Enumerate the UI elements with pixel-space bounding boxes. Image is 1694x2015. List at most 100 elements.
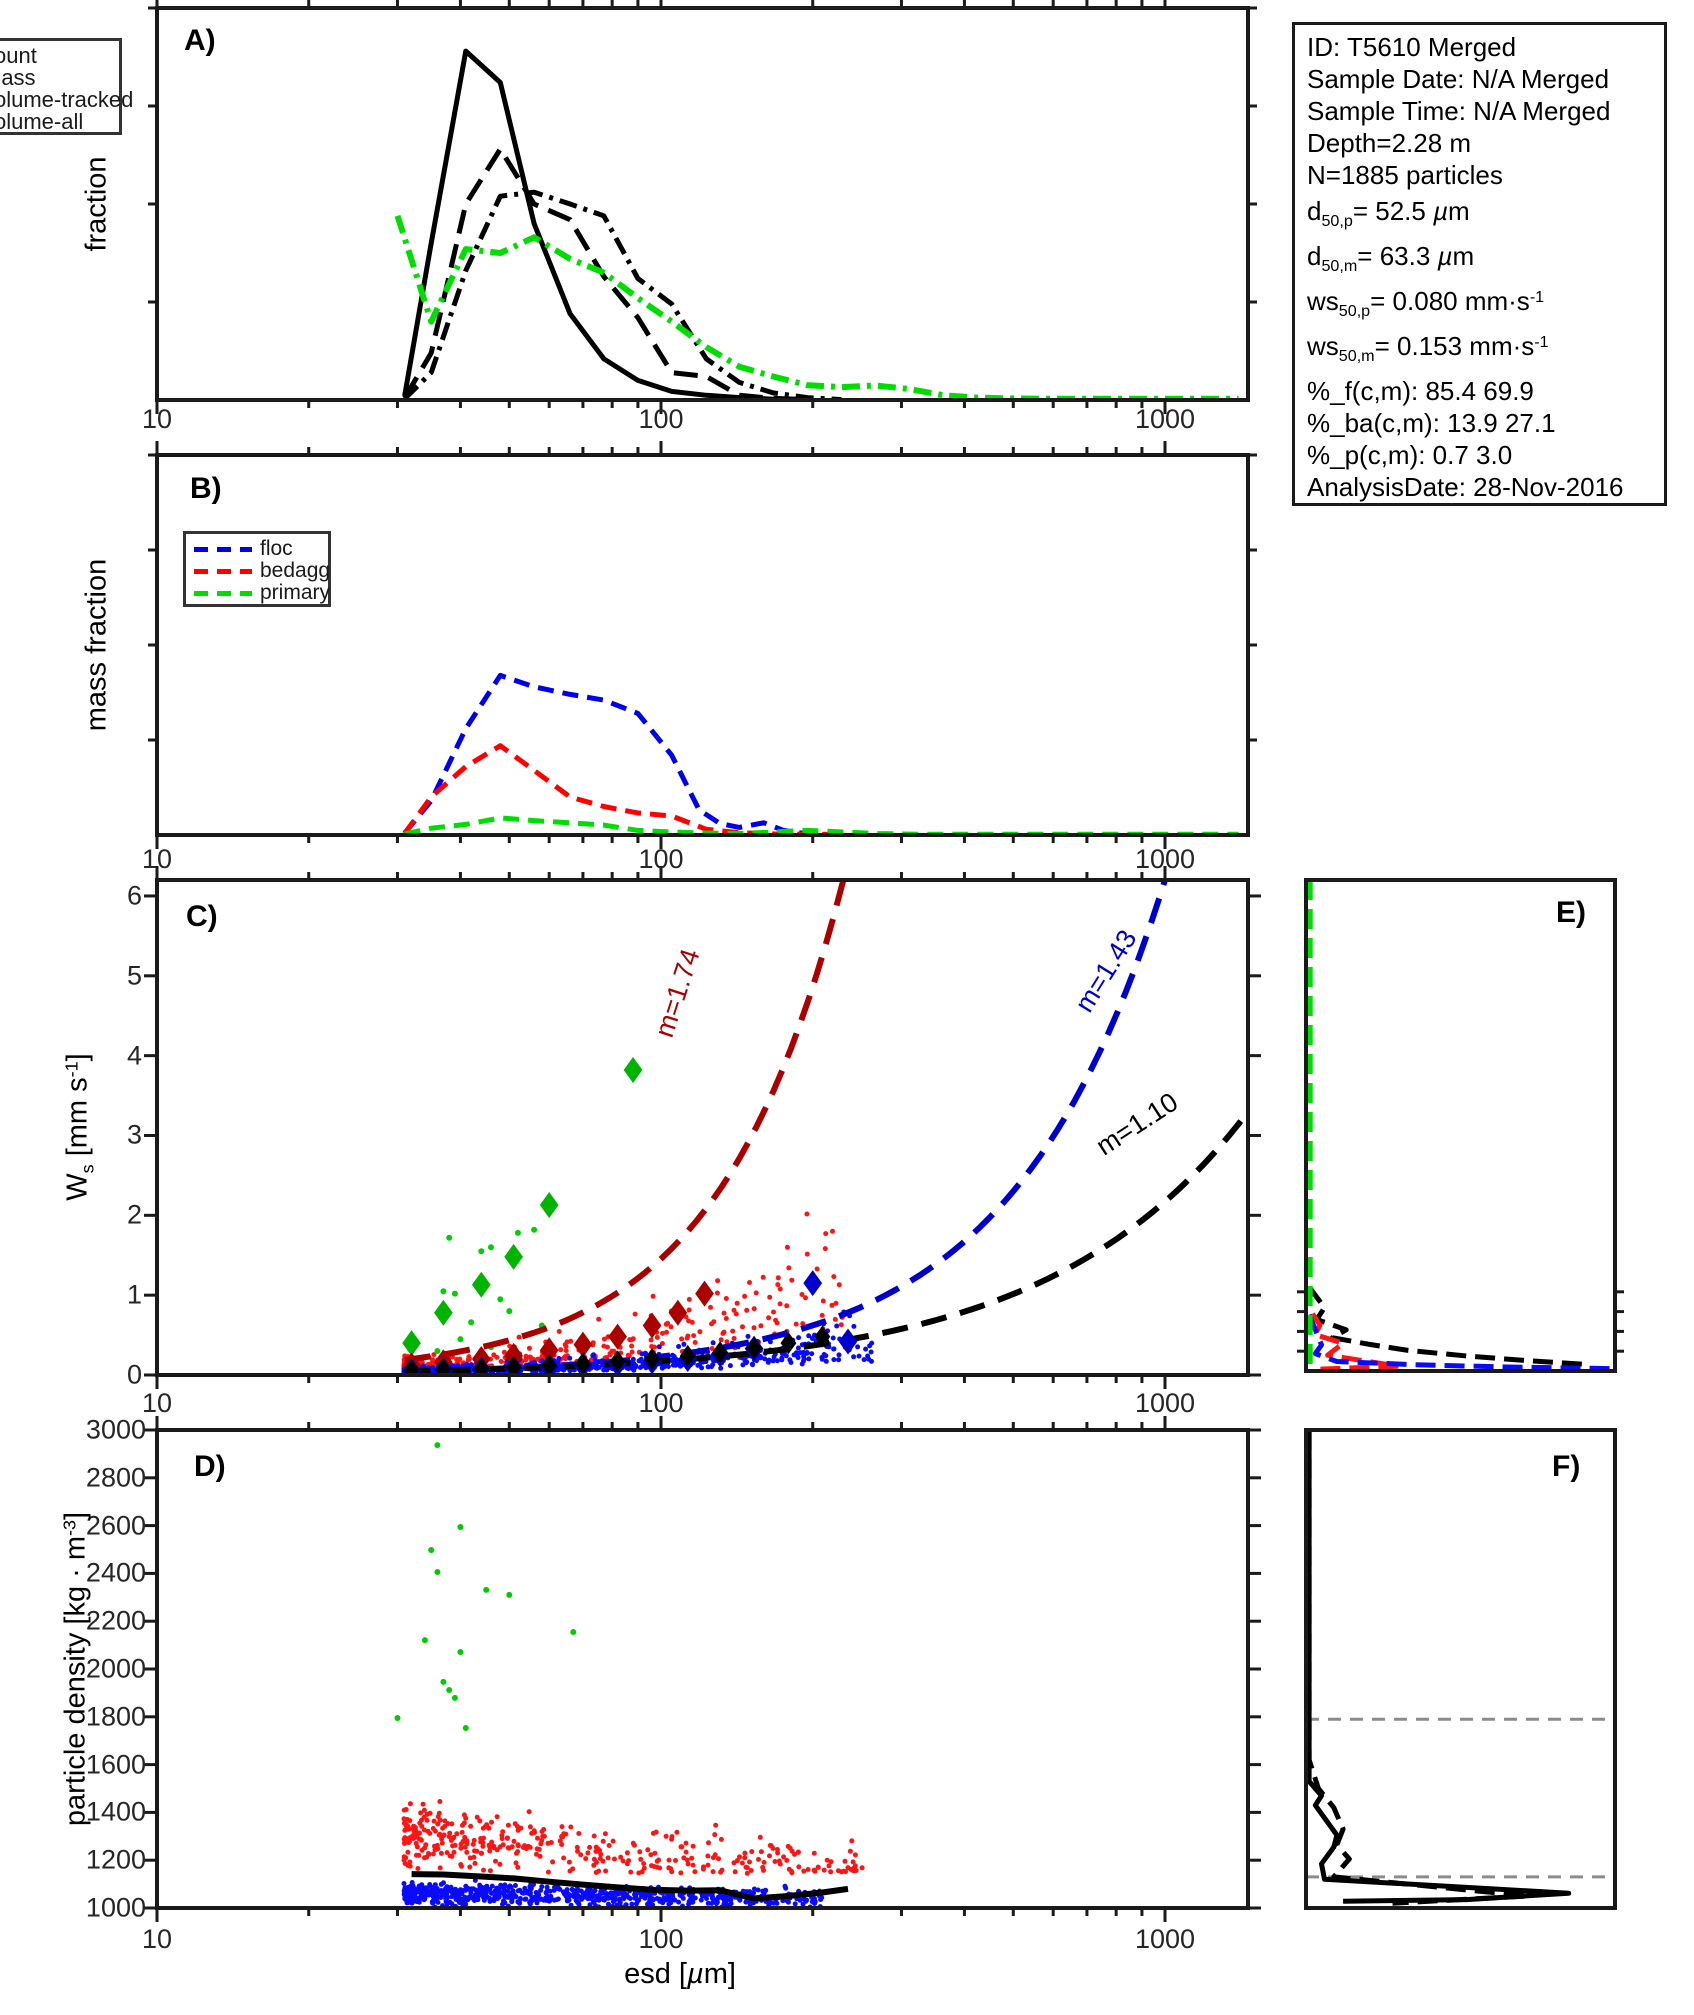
sample-info-box: ID: T5610 Merged Sample Date: N/A Merged S… bbox=[1292, 22, 1667, 506]
panel-d-letter: D) bbox=[194, 1450, 226, 1483]
legend-label-primary: primary bbox=[260, 581, 331, 604]
all-medians bbox=[403, 1325, 831, 1373]
panel-a-letter: A) bbox=[184, 24, 216, 57]
ytick-D-2200: 2200 bbox=[85, 1605, 146, 1636]
median-diamond bbox=[623, 1057, 643, 1084]
series-volume-tracked bbox=[402, 189, 842, 398]
info-line-9: %_f(c,m): 85.4 69.9 bbox=[1307, 376, 1534, 406]
median-density-line bbox=[411, 1871, 849, 1902]
series-mass bbox=[402, 146, 808, 398]
info-line-0: ID: T5610 Merged bbox=[1307, 32, 1517, 62]
ytick-C-0: 0 bbox=[126, 1359, 142, 1390]
ytick-C-6: 6 bbox=[126, 880, 142, 911]
series-density-distribution-solid bbox=[1308, 1432, 1572, 1904]
median-diamond bbox=[505, 1356, 522, 1373]
legend-item-count: count bbox=[0, 43, 111, 68]
info-line-6: d50,m= 63.3 µm bbox=[1307, 241, 1475, 276]
median-diamond bbox=[679, 1344, 696, 1367]
median-diamond bbox=[803, 1270, 823, 1297]
median-diamond bbox=[473, 1357, 490, 1373]
panel-c-ylabel: Ws [mm s-1] bbox=[61, 1053, 98, 1201]
frame-A bbox=[155, 6, 1250, 402]
ytick-D-1800: 1800 bbox=[85, 1701, 146, 1732]
median-diamond bbox=[695, 1280, 714, 1307]
legend-size-distributions: countmassvolume-trackedvolume-all bbox=[0, 38, 133, 135]
panel-F-content bbox=[1308, 1432, 1613, 1906]
xtick-C-10: 10 bbox=[141, 1388, 173, 1418]
ytick-D-2600: 2600 bbox=[85, 1510, 146, 1541]
model-curve-m=1.74 bbox=[404, 882, 846, 1363]
ytick-C-1: 1 bbox=[126, 1279, 142, 1310]
series-primary bbox=[404, 815, 1239, 833]
info-line-5: d50,p= 52.5 µm bbox=[1307, 196, 1470, 231]
panel-A-curves bbox=[394, 48, 1239, 398]
ytick-D-1000: 1000 bbox=[85, 1892, 146, 1923]
series-floc bbox=[402, 672, 834, 833]
xtick-C-1000: 1000 bbox=[1134, 1388, 1196, 1418]
ytick-C-3: 3 bbox=[126, 1119, 142, 1150]
xtick-B-1000: 1000 bbox=[1134, 844, 1196, 874]
info-line-8: ws50,m= 0.153 mm·s-1 bbox=[1307, 331, 1549, 366]
panel-E-content bbox=[1308, 882, 1612, 1369]
panel-B-curves bbox=[402, 672, 1239, 833]
info-line-7: ws50,p= 0.080 mm·s-1 bbox=[1307, 286, 1545, 321]
panel-b-ylabel: mass fraction bbox=[80, 558, 113, 732]
xtick-C-100: 100 bbox=[638, 1388, 684, 1418]
median-diamond bbox=[504, 1243, 523, 1270]
median-diamond bbox=[838, 1328, 858, 1355]
xtick-D-10: 10 bbox=[141, 1924, 173, 1954]
frame-B bbox=[155, 453, 1250, 837]
median-diamond bbox=[539, 1337, 559, 1364]
legend-item-volume-all: volume-all bbox=[0, 109, 111, 134]
info-line-2: Sample Time: N/A Merged bbox=[1307, 96, 1611, 126]
xtick-D-100: 100 bbox=[638, 1924, 684, 1954]
ytick-D-2000: 2000 bbox=[85, 1653, 146, 1684]
legend-label-floc: floc bbox=[260, 537, 293, 560]
median-diamond bbox=[668, 1299, 688, 1326]
median-diamond bbox=[712, 1341, 729, 1364]
ytick-D-3000: 3000 bbox=[85, 1414, 146, 1445]
ytick-D-1200: 1200 bbox=[85, 1844, 146, 1875]
panel-d-ylabel: particle density [kg · m-3] bbox=[59, 1511, 92, 1827]
legend-label-mass: mass bbox=[0, 65, 36, 90]
legend-label-volume-all: volume-all bbox=[0, 109, 84, 134]
legend-line-sample-bedagg bbox=[194, 568, 252, 574]
info-line-3: Depth=2.28 m bbox=[1307, 128, 1472, 158]
ytick-D-2800: 2800 bbox=[85, 1462, 146, 1493]
xtick-D-1000: 1000 bbox=[1134, 1924, 1196, 1954]
primary-medians bbox=[402, 1057, 643, 1357]
legend-item-volume-tracked: volume-tracked bbox=[0, 87, 133, 112]
legend-particle-types: floc bedagg primary bbox=[183, 531, 331, 607]
median-diamond bbox=[780, 1332, 797, 1355]
frame-D bbox=[155, 1428, 1250, 1910]
x-axis-label: esd [µm] bbox=[624, 1958, 736, 1990]
legend-item-primary: primary bbox=[194, 581, 330, 604]
median-diamond bbox=[608, 1323, 627, 1350]
median-diamond bbox=[573, 1331, 593, 1358]
panel-D-content bbox=[394, 1442, 865, 1906]
ytick-D-2400: 2400 bbox=[85, 1557, 146, 1588]
frame-C bbox=[155, 878, 1250, 1377]
legend-label-bedagg: bedagg bbox=[260, 559, 331, 582]
xtick-A-10: 10 bbox=[141, 404, 173, 434]
median-diamond bbox=[814, 1325, 831, 1348]
panel-e-letter: E) bbox=[1556, 896, 1586, 929]
median-diamond bbox=[435, 1358, 452, 1373]
bedagg-density-points bbox=[401, 1799, 865, 1876]
xtick-A-1000: 1000 bbox=[1134, 404, 1196, 434]
legend-line-sample-primary bbox=[194, 590, 252, 596]
median-diamond bbox=[539, 1191, 559, 1218]
legend-item-floc: floc bbox=[194, 537, 320, 560]
primary-density-points bbox=[394, 1442, 577, 1731]
panel-c-letter: C) bbox=[186, 900, 218, 933]
info-line-4: N=1885 particles bbox=[1307, 160, 1503, 190]
panel-f-letter: F) bbox=[1552, 1450, 1581, 1483]
ytick-C-5: 5 bbox=[126, 960, 142, 991]
panel-a-ylabel: fraction bbox=[80, 156, 113, 252]
median-diamond bbox=[403, 1359, 420, 1373]
ytick-D-1400: 1400 bbox=[85, 1796, 146, 1827]
xtick-A-100: 100 bbox=[638, 404, 684, 434]
